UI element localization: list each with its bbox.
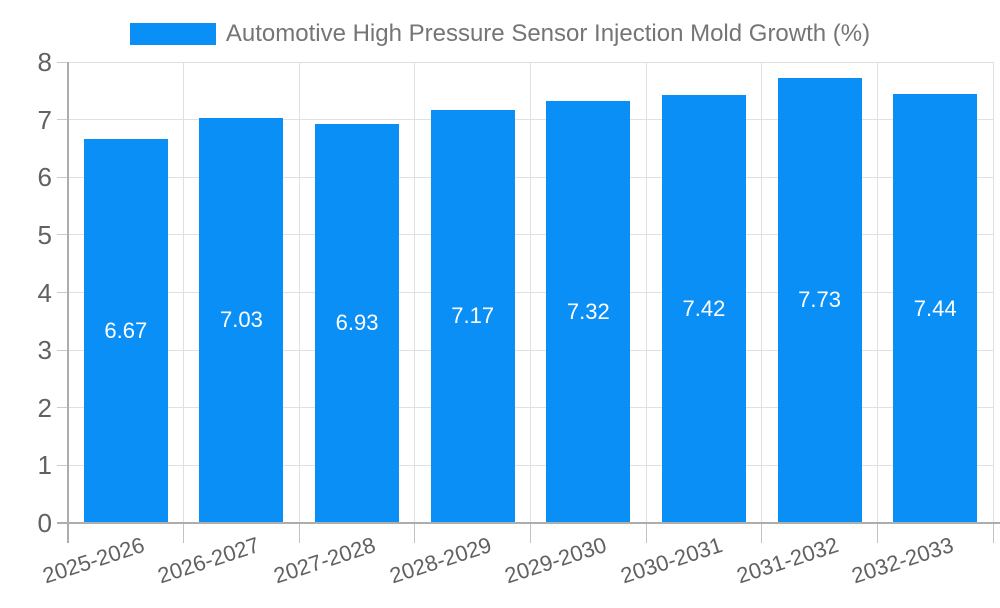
y-axis-tick xyxy=(57,119,68,121)
gridline xyxy=(645,62,647,523)
bar xyxy=(661,95,746,522)
bar-value-label: 7.03 xyxy=(220,307,263,333)
bar xyxy=(777,77,862,522)
bar xyxy=(199,117,284,522)
y-axis-label: 6 xyxy=(37,162,52,193)
y-axis-label: 4 xyxy=(37,277,52,308)
y-axis-label: 1 xyxy=(37,450,52,481)
x-axis-tick xyxy=(298,523,300,543)
gridline xyxy=(183,62,185,523)
x-axis-tick xyxy=(414,523,416,543)
gridline xyxy=(761,62,763,523)
bar xyxy=(83,138,168,522)
bar-value-label: 7.42 xyxy=(682,296,726,322)
gridline xyxy=(992,62,994,523)
gridline xyxy=(298,62,300,523)
gridline xyxy=(414,62,416,523)
y-axis-line xyxy=(67,62,69,543)
x-axis-tick xyxy=(530,523,531,543)
x-axis-tick xyxy=(761,523,763,543)
bar xyxy=(893,94,978,522)
y-axis-label: 2 xyxy=(37,392,52,423)
legend-swatch xyxy=(129,23,216,45)
x-axis-line xyxy=(57,522,1000,524)
bar xyxy=(430,109,515,522)
y-axis-label: 5 xyxy=(37,219,52,250)
x-axis-tick xyxy=(183,523,185,543)
y-axis-tick xyxy=(57,61,68,63)
bar-value-label: 6.67 xyxy=(104,317,148,343)
bar-value-label: 7.32 xyxy=(566,299,610,325)
x-axis-tick xyxy=(645,523,647,543)
bar-value-label: 6.93 xyxy=(335,310,379,336)
y-axis-label: 0 xyxy=(37,508,52,538)
y-axis-tick xyxy=(57,292,68,293)
legend-label: Automotive High Pressure Sensor Injectio… xyxy=(225,20,871,47)
bar-value-label: 7.17 xyxy=(451,303,495,329)
bar xyxy=(546,101,631,522)
y-axis-tick xyxy=(57,349,68,351)
y-axis-tick xyxy=(57,176,68,178)
x-axis-tick xyxy=(876,523,878,543)
bar xyxy=(315,123,400,522)
y-axis-tick xyxy=(57,464,68,466)
y-axis-tick xyxy=(57,407,68,409)
gridline xyxy=(876,62,878,523)
y-axis-tick xyxy=(57,234,68,236)
y-axis-label: 3 xyxy=(37,335,52,366)
x-axis-tick xyxy=(992,523,994,543)
y-axis-label: 7 xyxy=(37,104,52,135)
chart-legend: Automotive High Pressure Sensor Injectio… xyxy=(0,20,1000,48)
bar-value-label: 7.73 xyxy=(798,287,841,313)
y-axis-label: 8 xyxy=(37,47,52,77)
bar-value-label: 7.44 xyxy=(913,295,957,321)
gridline xyxy=(530,62,531,523)
